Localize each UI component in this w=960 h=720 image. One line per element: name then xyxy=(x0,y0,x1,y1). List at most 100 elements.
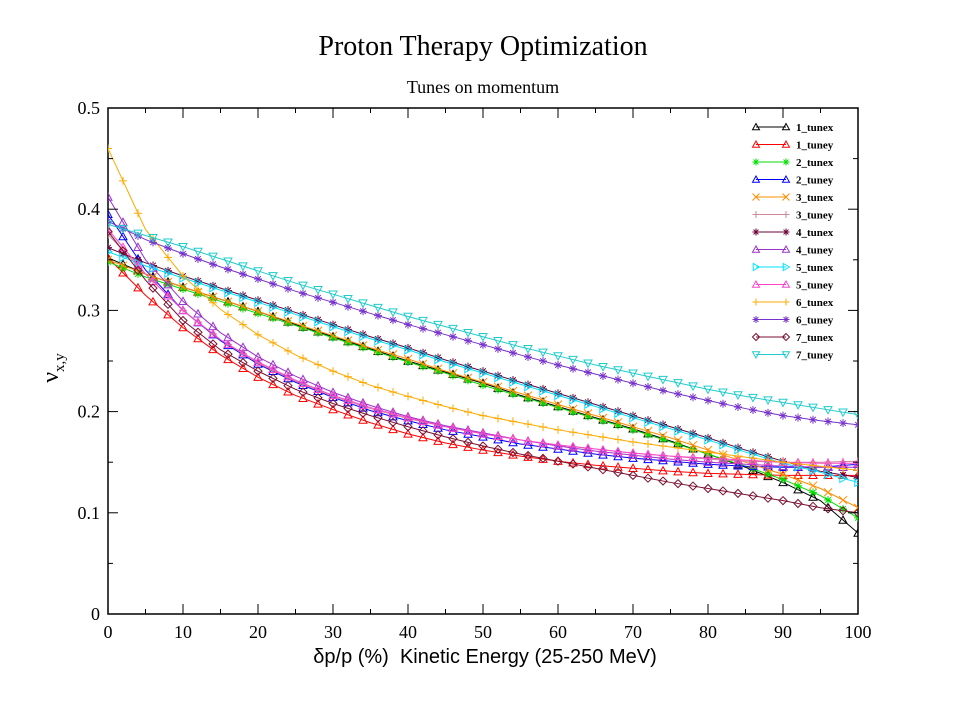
series-marker xyxy=(704,435,714,445)
series-marker xyxy=(269,314,277,323)
series-marker xyxy=(629,437,637,446)
series-line xyxy=(108,196,858,468)
series-marker xyxy=(629,412,639,423)
series-marker xyxy=(854,466,858,475)
legend-item: 3_tuney xyxy=(752,210,834,222)
series-marker xyxy=(568,446,578,455)
series-marker xyxy=(734,402,742,411)
series-marker xyxy=(238,302,248,311)
series-marker xyxy=(298,321,308,331)
x-tick-label: 50 xyxy=(474,622,492,642)
legend-item: 1_tunex xyxy=(751,122,834,134)
series-marker xyxy=(494,344,502,353)
series-marker xyxy=(628,450,638,459)
legend-item: 7_tuney xyxy=(751,350,834,362)
series-marker xyxy=(794,413,802,422)
series-marker xyxy=(688,440,698,450)
x-axis: 0 10 20 30 40 50 60 70 80 90 100 xyxy=(104,108,872,642)
series-marker xyxy=(569,428,577,437)
series-marker xyxy=(643,454,653,464)
series-marker xyxy=(659,435,667,444)
series-marker xyxy=(734,444,744,455)
series-marker xyxy=(373,407,383,417)
series-marker xyxy=(299,354,307,363)
series-marker xyxy=(583,448,593,457)
series-marker xyxy=(749,405,757,414)
series-marker xyxy=(752,228,760,236)
series-marker xyxy=(283,276,293,286)
series-marker xyxy=(659,386,667,395)
series-line xyxy=(108,251,858,483)
series-marker xyxy=(838,506,848,516)
series-marker xyxy=(449,359,459,370)
series-marker xyxy=(523,344,533,354)
series-marker xyxy=(388,408,398,418)
series-marker xyxy=(703,468,713,478)
series-marker xyxy=(704,396,712,405)
series-5_tunex xyxy=(108,248,858,488)
series-marker xyxy=(599,403,609,414)
series-marker xyxy=(373,402,383,412)
series-marker xyxy=(344,302,352,311)
series-marker xyxy=(238,363,248,372)
series-marker xyxy=(689,393,697,402)
series-marker xyxy=(163,279,173,289)
series-marker xyxy=(388,411,398,421)
series-marker xyxy=(268,359,278,369)
series-marker xyxy=(644,430,652,439)
legend-label: 2_tunex xyxy=(796,157,834,169)
series-marker xyxy=(599,416,607,425)
series-marker xyxy=(751,351,761,360)
series-marker xyxy=(628,448,638,457)
series-marker xyxy=(314,360,322,369)
series-marker xyxy=(778,469,788,479)
series-marker xyxy=(253,356,263,366)
y-axis-label: νx,y xyxy=(38,353,68,383)
series-marker xyxy=(283,367,293,377)
series-marker xyxy=(809,488,817,497)
series-marker xyxy=(373,413,383,423)
series-marker xyxy=(478,428,488,438)
series-marker xyxy=(752,193,760,201)
series-marker xyxy=(239,320,247,329)
series-marker xyxy=(434,400,442,409)
series-marker xyxy=(433,364,443,374)
series-marker xyxy=(328,404,338,414)
y-tick-label: 0.4 xyxy=(78,199,101,219)
legend-label: 7_tunex xyxy=(796,332,834,344)
series-marker xyxy=(134,255,142,264)
series-marker xyxy=(283,386,293,396)
series-marker xyxy=(358,397,368,407)
series-marker xyxy=(283,371,293,381)
series-marker xyxy=(148,296,158,306)
series-marker xyxy=(223,257,233,267)
series-marker xyxy=(193,317,203,326)
series-marker xyxy=(763,456,773,466)
series-marker xyxy=(674,444,682,453)
series-line xyxy=(108,223,858,416)
series-marker xyxy=(781,139,791,148)
series-marker xyxy=(808,501,818,512)
series-marker xyxy=(463,373,473,383)
series-marker xyxy=(119,252,129,263)
series-marker xyxy=(781,244,791,253)
series-marker xyxy=(239,270,247,279)
series-marker xyxy=(643,473,653,483)
series-marker xyxy=(839,470,847,479)
series-marker xyxy=(628,369,638,379)
legend-label: 4_tuney xyxy=(796,245,834,257)
series-marker xyxy=(554,425,562,434)
series-marker xyxy=(193,247,203,257)
series-marker xyxy=(298,374,308,384)
series-marker xyxy=(539,357,547,365)
series-marker xyxy=(524,420,532,429)
series-marker xyxy=(752,211,760,218)
series-marker xyxy=(253,366,263,376)
series-marker xyxy=(223,297,233,307)
series-marker xyxy=(823,488,833,497)
series-marker xyxy=(673,379,683,388)
series-marker xyxy=(239,292,249,303)
series-marker xyxy=(733,454,743,464)
series-marker xyxy=(781,174,791,183)
y-axis: 0 0.1 0.2 0.3 0.4 0.5 xyxy=(78,98,858,624)
